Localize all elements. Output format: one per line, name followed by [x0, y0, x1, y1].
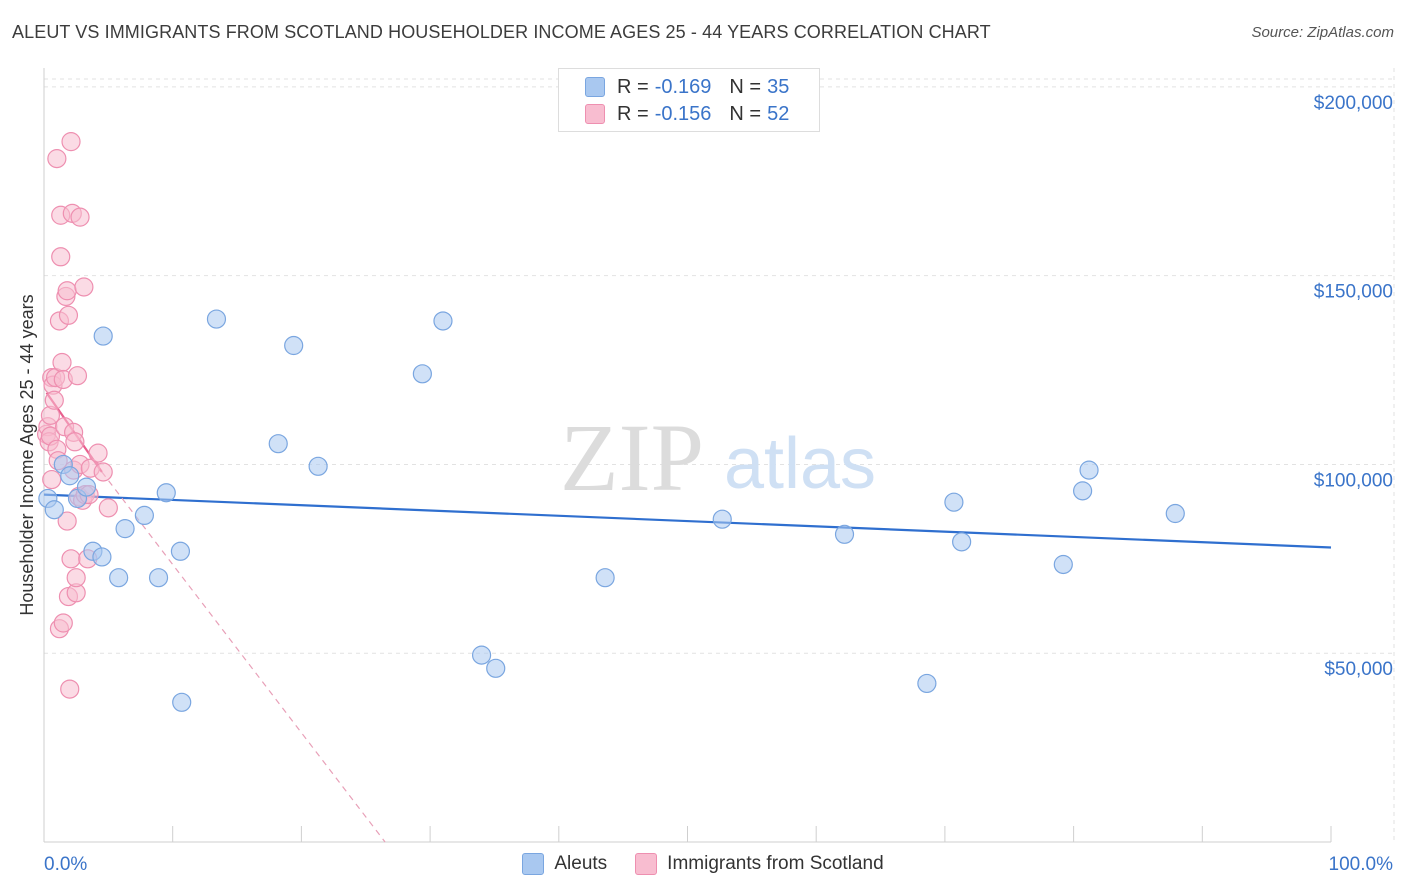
data-point-aleuts: [60, 466, 80, 486]
data-point-scotland: [44, 390, 64, 410]
data-point-aleuts: [170, 541, 191, 561]
data-point-aleuts: [268, 434, 288, 454]
legend-n-value: 35: [767, 75, 790, 98]
data-point-aleuts: [486, 658, 506, 678]
correlation-legend: R = -0.169 N = 35 R = -0.156 N = 52: [558, 68, 820, 132]
data-point-scotland: [42, 469, 62, 490]
data-point-aleuts: [1053, 554, 1073, 575]
y-tick-label: $200,000: [1314, 93, 1393, 114]
data-point-scotland: [58, 305, 79, 325]
data-point-aleuts: [412, 364, 432, 384]
legend-row-aleuts: R = -0.169 N = 35: [585, 75, 789, 99]
series-swatch-aleuts: [522, 853, 545, 875]
data-point-scotland: [47, 149, 67, 169]
series-swatch-scotland: [635, 853, 658, 875]
data-point-aleuts: [944, 492, 964, 512]
data-point-aleuts: [156, 483, 176, 503]
data-point-scotland: [98, 498, 118, 518]
data-point-scotland: [57, 281, 77, 301]
data-point-aleuts: [917, 673, 937, 694]
data-point-scotland: [65, 432, 85, 452]
data-point-aleuts: [308, 456, 328, 476]
data-point-scotland: [88, 443, 108, 463]
series-label-scotland: Immigrants from Scotland: [667, 853, 884, 874]
legend-r-label: R =: [617, 102, 649, 125]
y-tick-label: $50,000: [1324, 659, 1393, 680]
data-point-aleuts: [1073, 481, 1093, 501]
data-point-aleuts: [952, 532, 972, 552]
data-points: [36, 132, 1185, 712]
data-point-aleuts: [115, 519, 135, 539]
legend-r-label: R =: [617, 75, 649, 98]
data-point-scotland: [70, 207, 90, 227]
data-point-scotland: [66, 568, 86, 588]
series-legend-aleuts: Aleuts: [522, 853, 607, 875]
chart-title: ALEUT VS IMMIGRANTS FROM SCOTLAND HOUSEH…: [12, 22, 991, 42]
data-point-aleuts: [206, 309, 227, 329]
data-point-scotland: [53, 613, 73, 633]
watermark-zip: ZIP: [560, 404, 704, 511]
data-point-scotland: [74, 277, 94, 297]
data-point-aleuts: [1079, 460, 1099, 480]
legend-swatch-aleuts: [585, 77, 605, 97]
data-point-aleuts: [595, 568, 615, 588]
data-point-scotland: [61, 132, 81, 152]
legend-swatch-scotland: [585, 104, 605, 124]
data-point-scotland: [51, 247, 71, 267]
data-point-aleuts: [433, 311, 453, 331]
data-point-aleuts: [712, 509, 732, 529]
tick-labels: $50,000 $100,000 $150,000 $200,000 0.0% 100.0…: [44, 93, 1393, 875]
legend-n-label: N =: [729, 102, 762, 125]
series-label-aleuts: Aleuts: [554, 853, 608, 874]
watermark-atlas: atlas: [724, 424, 876, 504]
gridlines: [44, 68, 1395, 842]
series-legend: Aleuts Immigrants from Scotland: [0, 852, 1406, 876]
y-tick-label: $150,000: [1314, 282, 1393, 303]
data-point-scotland: [93, 462, 113, 482]
data-point-scotland: [61, 549, 81, 569]
axes: [43, 68, 1332, 843]
legend-n-label: N =: [729, 75, 762, 98]
source-label: Source: ZipAtlas.com: [1251, 24, 1394, 41]
data-point-aleuts: [76, 477, 97, 497]
watermark: ZIP atlas: [560, 404, 876, 511]
data-point-scotland: [52, 352, 72, 373]
data-point-aleuts: [1165, 503, 1185, 524]
series-legend-scotland: Immigrants from Scotland: [635, 853, 884, 875]
data-point-scotland: [60, 679, 80, 699]
y-axis-title: Householder Income Ages 25 - 44 years: [17, 294, 37, 615]
legend-r-value: -0.156: [654, 102, 712, 125]
legend-row-scotland: R = -0.156 N = 52: [585, 102, 789, 126]
x-tick-label-right: 100.0%: [1329, 854, 1394, 875]
data-point-aleuts: [172, 692, 192, 712]
data-point-aleuts: [93, 326, 113, 346]
legend-n-value: 52: [767, 102, 790, 125]
data-point-aleuts: [44, 500, 64, 520]
data-point-scotland: [57, 511, 77, 531]
trend-extension: [101, 471, 386, 843]
data-point-aleuts: [284, 335, 304, 356]
data-point-aleuts: [109, 568, 129, 588]
legend-r-value: -0.169: [654, 75, 712, 98]
data-point-aleuts: [834, 524, 855, 544]
data-point-aleuts: [92, 547, 112, 567]
data-point-scotland: [67, 366, 88, 386]
data-point-aleuts: [148, 568, 169, 588]
data-point-aleuts: [134, 505, 154, 526]
data-point-aleuts: [471, 645, 492, 665]
y-tick-label: $100,000: [1314, 470, 1393, 491]
x-tick-label-left: 0.0%: [44, 854, 87, 875]
trend-line-aleuts: [43, 493, 1332, 549]
